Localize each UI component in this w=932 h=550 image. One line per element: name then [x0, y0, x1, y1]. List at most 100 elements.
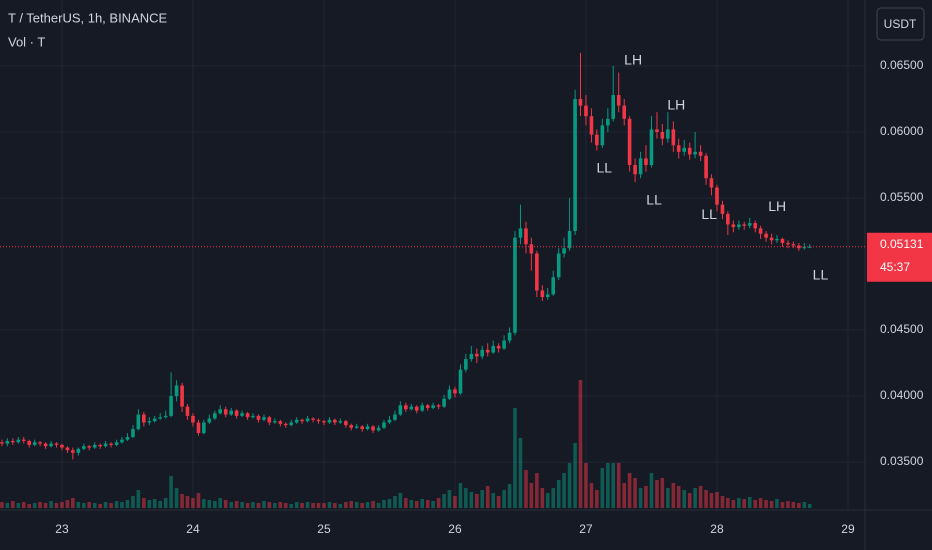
volume-bar — [92, 503, 97, 508]
volume-bar — [704, 490, 708, 508]
volume-bar — [535, 473, 539, 508]
candle-body — [595, 134, 599, 146]
candle-body — [360, 426, 365, 430]
grid — [0, 0, 865, 510]
candle-body — [376, 427, 381, 431]
volume-bar — [502, 490, 506, 508]
volume-bar — [0, 502, 4, 508]
volume-bar — [802, 502, 807, 508]
volume-bar — [82, 503, 86, 508]
candle-body — [333, 419, 337, 423]
candle-body — [644, 158, 648, 166]
volume-bar — [453, 496, 457, 508]
x-tick-label: 29 — [841, 522, 855, 536]
volume-bar — [207, 500, 212, 508]
candle-body — [11, 440, 15, 443]
volume-bar — [267, 502, 272, 508]
currency-button[interactable] — [876, 7, 925, 41]
volume-bar — [616, 463, 621, 508]
volume-bar — [196, 493, 201, 508]
candle-body — [764, 233, 768, 238]
candle-body — [726, 213, 730, 225]
candle-body — [666, 129, 670, 139]
volume-bar — [322, 503, 326, 508]
volume-bar — [245, 503, 250, 508]
candle-body — [98, 444, 103, 447]
candle-body — [21, 439, 26, 441]
volume-bar — [545, 493, 550, 508]
candle-body — [737, 224, 741, 228]
volume-bar — [147, 500, 152, 508]
x-tick-label: 26 — [448, 522, 462, 536]
volume-bar — [71, 498, 75, 508]
candle-body — [27, 440, 32, 445]
volume-label: Vol · T — [8, 34, 45, 49]
candle-body — [453, 389, 457, 394]
currency-label[interactable]: USDT — [884, 17, 917, 31]
volume-bar — [420, 499, 425, 508]
candle-body — [611, 95, 616, 119]
candle-body — [311, 418, 315, 420]
candle-body — [491, 345, 496, 353]
volume-bar — [726, 498, 730, 508]
candle-body — [163, 415, 168, 418]
annotation: LL — [701, 206, 717, 222]
volume-bar — [114, 501, 119, 508]
volume-bar — [573, 443, 577, 508]
volume-bar — [737, 498, 741, 508]
candle-body — [196, 422, 201, 434]
volume-bar — [513, 408, 517, 508]
candle-body — [223, 409, 228, 415]
volume-bar — [49, 501, 53, 508]
candle-body — [136, 414, 141, 430]
candle-body — [518, 228, 523, 238]
candle-body — [535, 253, 539, 291]
candle-body — [43, 443, 48, 447]
volume-bar — [693, 488, 697, 508]
candle-body — [305, 418, 310, 422]
volume-bar — [562, 473, 566, 508]
volume-bar — [442, 494, 446, 508]
candle-body — [431, 405, 435, 408]
x-tick-label: 28 — [710, 522, 724, 536]
volume-bar — [158, 501, 163, 508]
candle-body — [709, 178, 714, 188]
candle-body — [349, 425, 354, 428]
candle-body — [234, 410, 239, 416]
volume-bar — [595, 490, 599, 508]
candle-body — [338, 421, 343, 423]
volume-bar — [213, 501, 217, 508]
candle-body — [273, 421, 277, 423]
volume-bar — [600, 468, 605, 508]
volume-bar — [333, 503, 337, 508]
volume-bar — [349, 501, 354, 508]
candle-body — [786, 242, 790, 245]
volume-bar — [404, 498, 408, 508]
volume-bar — [431, 501, 435, 508]
volume-bar — [551, 488, 556, 508]
candle-body — [513, 237, 517, 333]
candle-body — [256, 415, 261, 420]
volume-bar — [229, 502, 234, 508]
volume-bar — [120, 502, 124, 508]
volume-bar — [649, 473, 654, 508]
candle-body — [245, 413, 250, 418]
volume-bar — [109, 503, 113, 508]
annotation: LL — [813, 267, 829, 283]
volume-bar — [682, 490, 687, 508]
chart-title: T / TetherUS, 1h, BINANCE — [8, 10, 168, 25]
volume-bar — [103, 502, 108, 508]
candle-body — [371, 426, 375, 431]
volume-bar — [142, 498, 146, 508]
volume-bar — [507, 484, 512, 508]
volume-bar — [354, 502, 359, 508]
candle-body — [229, 410, 234, 415]
candle-body — [365, 426, 370, 430]
volume-bar — [491, 493, 496, 508]
candle-body — [398, 405, 403, 415]
candle-body — [300, 419, 304, 422]
candle-body — [103, 443, 108, 447]
candle-body — [404, 405, 408, 410]
volume-bar — [223, 500, 228, 508]
